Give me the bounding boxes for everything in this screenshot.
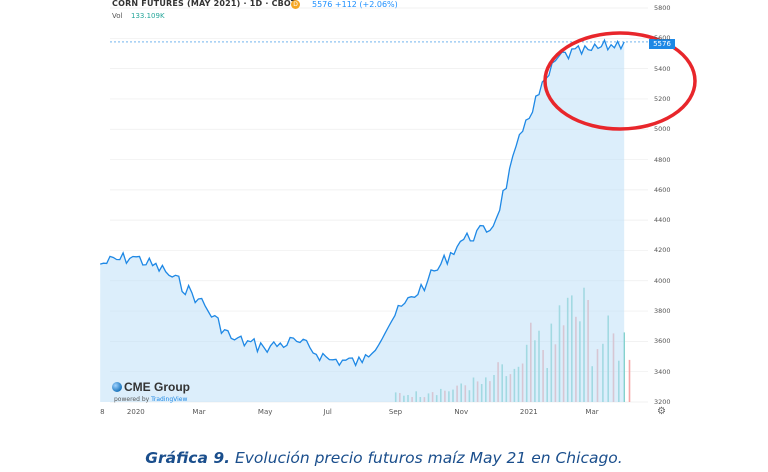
y-tick-label: 4000: [654, 276, 671, 285]
interval-badge[interactable]: D: [291, 0, 300, 9]
powered-by: powered by TradingView: [114, 396, 187, 403]
caption-text: Evolución precio futuros maíz May 21 en …: [230, 449, 623, 467]
y-tick-label: 4600: [654, 185, 671, 194]
x-tick-label: Mar: [585, 408, 599, 416]
gear-icon[interactable]: ⚙: [657, 406, 666, 417]
y-tick-label: 4200: [654, 246, 671, 255]
x-tick-label: Sep: [388, 408, 403, 416]
x-tick-label: Jul: [323, 408, 332, 416]
last-price-tag: 5576: [649, 39, 675, 49]
price-line: [100, 38, 625, 368]
y-tick-label: 3400: [654, 367, 671, 376]
y-tick-label: 3800: [654, 307, 671, 316]
y-tick-label: 5800: [654, 4, 671, 12]
chart-title: CORN FUTURES (MAY 2021) · 1D · CBOT: [112, 0, 297, 8]
price-area: [100, 40, 625, 402]
x-tick-label: Mar: [192, 408, 206, 416]
x-tick-label: 2020: [126, 408, 145, 416]
y-tick-label: 5200: [654, 94, 671, 103]
volume-bar: [623, 332, 625, 402]
y-tick-label: 5400: [654, 64, 671, 73]
volume-bar: [628, 359, 631, 402]
volume-value: 133.109K: [131, 12, 165, 20]
x-tick-label: Nov: [454, 408, 469, 416]
y-tick-label: 4800: [654, 155, 671, 164]
y-tick-label: 3600: [654, 337, 671, 346]
caption-number: Gráfica 9.: [145, 449, 231, 467]
x-tick-label: 2021: [519, 408, 538, 416]
powered-by-text: powered by: [114, 396, 150, 403]
y-tick-label: 3200: [654, 398, 671, 406]
volume-label: Vol: [112, 12, 123, 20]
y-tick-label: 5600: [654, 34, 671, 43]
grid: [110, 7, 648, 403]
x-tick-label: May: [257, 408, 273, 416]
logo-text: CME Group: [124, 380, 190, 394]
y-tick-label: 5000: [654, 125, 671, 134]
x-tick-label: 8: [100, 408, 105, 416]
figure-caption: Gráfica 9. Evolución precio futuros maíz…: [0, 449, 768, 467]
y-tick-label: 4400: [654, 216, 671, 225]
price-readout: 5576 +112 (+2.06%): [312, 0, 398, 9]
globe-logo-icon: [112, 382, 122, 392]
tradingview-link[interactable]: TradingView: [151, 396, 188, 403]
highlight-circle: [543, 31, 697, 131]
